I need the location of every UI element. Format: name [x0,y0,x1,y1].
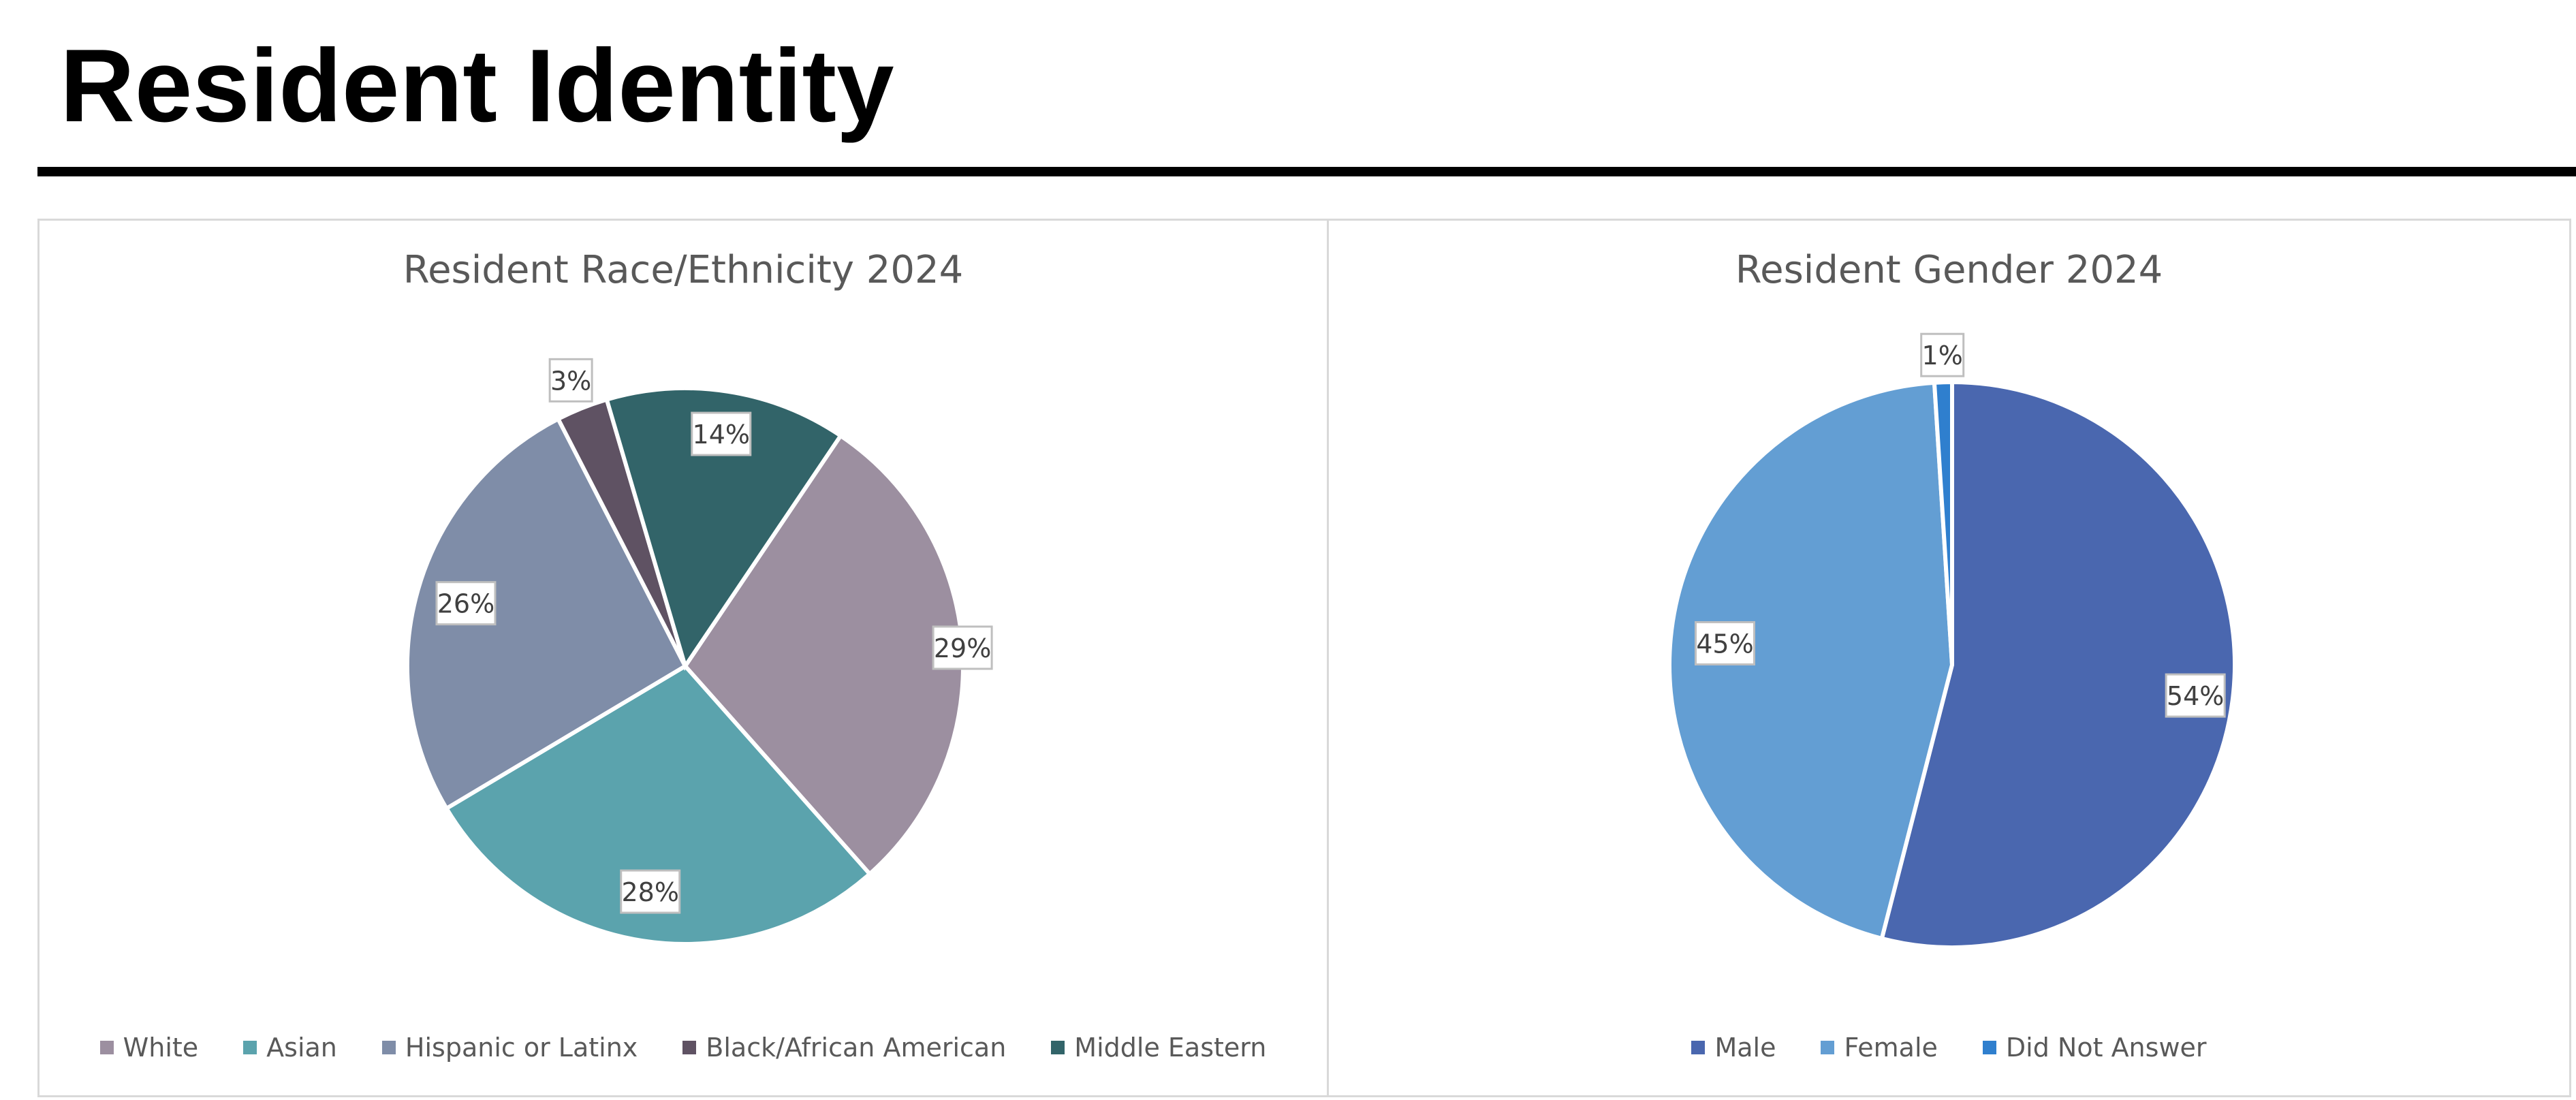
pie-slice-middle-eastern [604,386,844,671]
gender-chart: Resident Gender 2024 54% 45% 1% Male Female… [1327,219,2571,1097]
svg-text:45%: 45% [1696,629,1753,659]
legend-label: Middle Eastern [1074,1033,1267,1063]
legend-swatch [243,1041,257,1054]
legend-label: Asian [266,1033,337,1063]
legend-swatch [99,1041,114,1054]
legend-swatch [381,1041,396,1054]
legend: White Asian Hispanic or Latinx Black/Africa… [40,1033,1327,1063]
legend-item-middle-eastern: Middle Eastern [1051,1033,1266,1063]
legend-swatch [682,1041,697,1054]
data-label-black-african-american: 3% [548,358,593,403]
data-label-asian: 28% [620,869,681,914]
data-label-middle-eastern: 14% [691,411,752,456]
chart-title: Resident Gender 2024 [1735,248,2163,292]
pie-slice-female [1667,380,1955,941]
legend-item-did-not-answer: Did Not Answer [1982,1033,2207,1063]
data-label-did-not-answer: 1% [1920,332,1965,377]
svg-text:54%: 54% [2167,681,2224,711]
race-ethnicity-chart: Resident Race/Ethnicity 2024 29% 28% 26% 3%… [37,219,1329,1097]
legend-label: Male [1714,1033,1776,1063]
legend-swatch [1821,1041,1835,1054]
svg-text:3%: 3% [550,366,591,396]
svg-text:28%: 28% [622,877,679,907]
data-label-white: 29% [932,625,993,670]
data-label-male: 54% [2165,673,2226,718]
svg-text:14%: 14% [693,420,750,450]
legend-item-female: Female [1821,1033,1938,1063]
legend-item-hispanic-or-latinx: Hispanic or Latinx [381,1033,638,1063]
legend-label: Hispanic or Latinx [405,1033,638,1063]
title-divider [37,167,2576,176]
legend-swatch [1691,1041,1706,1054]
data-label-female: 45% [1694,620,1755,665]
legend-label: Black/African American [706,1033,1007,1063]
pie-slice-hispanic-or-latinx [405,416,688,812]
legend-item-asian: Asian [243,1033,337,1063]
legend-label: Female [1844,1033,1938,1063]
legend-swatch [1051,1041,1065,1054]
page-title: Resident Identity [60,28,894,144]
pie-slice-did-not-answer [1932,379,1954,665]
pie-slice-asian [443,663,873,946]
pie-slice-male [1879,379,2237,949]
chart-title: Resident Race/Ethnicity 2024 [403,248,964,292]
legend-label: Did Not Answer [2005,1033,2207,1063]
legend-item-black-african-american: Black/African American [682,1033,1006,1063]
svg-text:1%: 1% [1922,341,1963,371]
race-pie: 29% 28% 26% 3% 14% [405,358,993,946]
gender-pie: 54% 45% 1% [1667,332,2237,949]
legend-swatch [1982,1041,1996,1054]
legend-item-white: White [99,1033,199,1063]
legend: Male Female Did Not Answer [1329,1033,2569,1063]
svg-text:26%: 26% [437,589,494,619]
svg-text:29%: 29% [934,633,991,663]
data-label-hispanic-or-latinx: 26% [435,581,497,626]
legend-label: White [123,1033,199,1063]
legend-item-male: Male [1691,1033,1776,1063]
